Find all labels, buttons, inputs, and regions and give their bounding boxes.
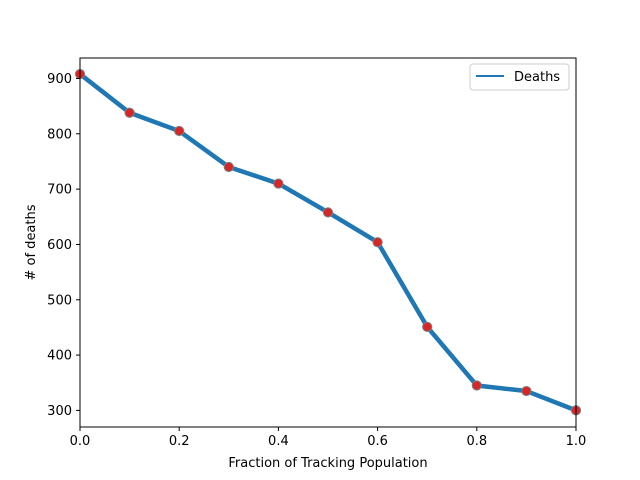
y-tick-label: 900 <box>47 72 72 87</box>
x-axis-title: Fraction of Tracking Population <box>228 456 427 471</box>
y-tick-label: 300 <box>47 404 72 419</box>
data-point <box>124 107 135 118</box>
legend-label-deaths: Deaths <box>514 70 560 85</box>
data-point <box>174 125 185 137</box>
data-point <box>471 380 482 391</box>
data-point <box>521 385 532 397</box>
plot-frame <box>79 57 577 428</box>
ticks-layer: 0.0 0.2 0.4 0.6 0.8 1.0 300 400 500 600 700 800 900 <box>47 72 586 449</box>
x-tick-label: 0.0 <box>70 434 91 449</box>
x-tick-label: 0.4 <box>268 434 289 449</box>
data-point <box>372 237 383 248</box>
y-tick-label: 700 <box>47 183 72 198</box>
y-tick-label: 600 <box>47 238 72 253</box>
data-point <box>322 207 334 218</box>
y-tick-label: 400 <box>47 349 72 364</box>
legend-box <box>469 63 570 91</box>
plot-background <box>80 58 576 427</box>
y-tick-label: 500 <box>47 293 72 308</box>
y-axis-title: # of deaths <box>24 204 39 280</box>
x-tick-label: 0.8 <box>466 434 487 449</box>
x-tick-label: 0.2 <box>169 434 190 449</box>
series-layer <box>74 68 582 416</box>
data-point <box>223 161 234 173</box>
y-tick-label: 800 <box>47 127 72 142</box>
x-tick-label: 1.0 <box>566 434 587 449</box>
legend: Deaths <box>469 63 570 91</box>
data-point <box>273 178 284 189</box>
x-tick-label: 0.6 <box>367 434 388 449</box>
data-point <box>422 321 433 332</box>
